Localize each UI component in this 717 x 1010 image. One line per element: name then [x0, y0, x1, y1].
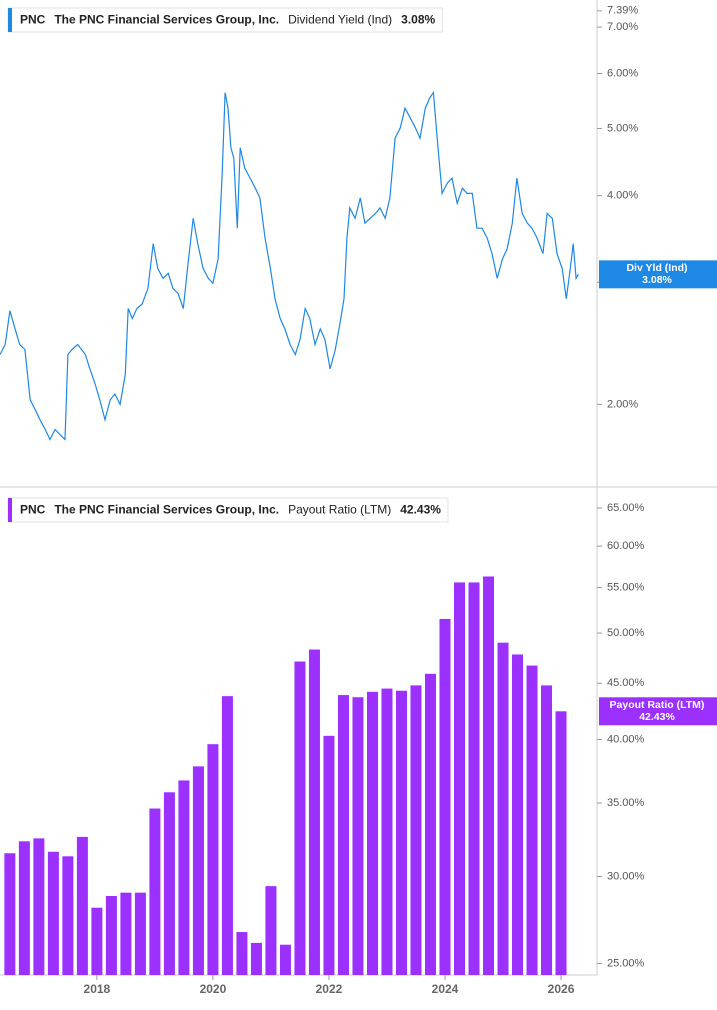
- y-tick-label: 65.00%: [607, 502, 645, 514]
- bar: [483, 576, 495, 975]
- bar: [4, 853, 16, 975]
- bar: [163, 792, 175, 975]
- bar: [468, 582, 480, 975]
- bar: [512, 654, 524, 975]
- bar: [33, 838, 45, 975]
- x-tick-label: 2020: [200, 982, 227, 996]
- value-badge: [599, 697, 717, 726]
- legend-ticker: PNC: [20, 13, 46, 27]
- bar: [178, 780, 190, 975]
- badge-label: Div Yld (Ind): [626, 262, 687, 274]
- bar: [541, 685, 553, 975]
- bar: [76, 836, 88, 975]
- y-tick-label: 7.00%: [607, 21, 638, 33]
- y-tick-label: 35.00%: [607, 797, 645, 809]
- y-tick-label: 7.39%: [607, 5, 638, 17]
- bar: [250, 942, 262, 975]
- legend-swatch: [8, 498, 12, 522]
- bar: [279, 944, 291, 975]
- bar: [323, 735, 335, 975]
- bar: [439, 618, 451, 975]
- legend-header: PNC The PNC Financial Services Group, Inc…: [7, 7, 443, 33]
- bar: [207, 744, 219, 975]
- bar: [47, 851, 59, 975]
- bar: [410, 685, 422, 975]
- bar: [149, 808, 161, 975]
- bar: [18, 841, 30, 975]
- y-tick-label: 5.00%: [607, 122, 638, 134]
- y-tick-label: 25.00%: [607, 957, 645, 969]
- x-tick-label: 2026: [548, 982, 575, 996]
- bar: [453, 582, 465, 975]
- bar: [221, 696, 233, 975]
- bar: [555, 711, 567, 975]
- bar: [62, 856, 74, 975]
- legend-box: [7, 497, 449, 523]
- legend-ticker: PNC: [20, 503, 46, 517]
- legend-box: [7, 7, 443, 33]
- y-tick-label: 50.00%: [607, 627, 645, 639]
- legend-header: PNC The PNC Financial Services Group, Inc…: [7, 497, 449, 523]
- bar: [294, 661, 306, 975]
- legend-company: The PNC Financial Services Group, Inc.: [54, 503, 279, 517]
- bar: [497, 642, 509, 975]
- legend-swatch: [8, 8, 12, 32]
- bar: [526, 665, 538, 975]
- y-tick-label: 55.00%: [607, 582, 645, 594]
- y-tick-label: 45.00%: [607, 677, 645, 689]
- bar: [337, 695, 349, 975]
- bar: [134, 892, 146, 975]
- bar: [366, 691, 378, 975]
- line-series: [0, 91, 579, 441]
- bar: [424, 673, 436, 975]
- badge-value: 3.08%: [642, 274, 672, 286]
- x-tick-label: 2024: [432, 982, 459, 996]
- y-tick-label: 4.00%: [607, 190, 638, 202]
- bar: [236, 932, 248, 975]
- legend-company: The PNC Financial Services Group, Inc.: [54, 13, 279, 27]
- badge-label: Payout Ratio (LTM): [610, 699, 705, 711]
- legend-metric: Dividend Yield (Ind): [288, 13, 392, 27]
- bar: [91, 907, 103, 975]
- y-tick-label: 40.00%: [607, 733, 645, 745]
- x-tick-label: 2018: [84, 982, 111, 996]
- bar: [395, 690, 407, 975]
- badge-value: 42.43%: [639, 711, 675, 723]
- bar: [105, 895, 117, 975]
- legend-value: 42.43%: [400, 503, 441, 517]
- y-tick-label: 2.00%: [607, 398, 638, 410]
- legend-metric: Payout Ratio (LTM): [288, 503, 391, 517]
- legend-value: 3.08%: [401, 13, 435, 27]
- y-tick-label: 60.00%: [607, 540, 645, 552]
- y-tick-label: 6.00%: [607, 67, 638, 79]
- bar: [381, 688, 393, 975]
- bar: [192, 766, 204, 975]
- bar: [352, 697, 364, 975]
- bar: [120, 892, 132, 975]
- value-badge: [599, 260, 717, 289]
- bar: [265, 886, 277, 975]
- bar: [308, 649, 320, 975]
- y-tick-label: 30.00%: [607, 870, 645, 882]
- x-tick-label: 2022: [316, 982, 343, 996]
